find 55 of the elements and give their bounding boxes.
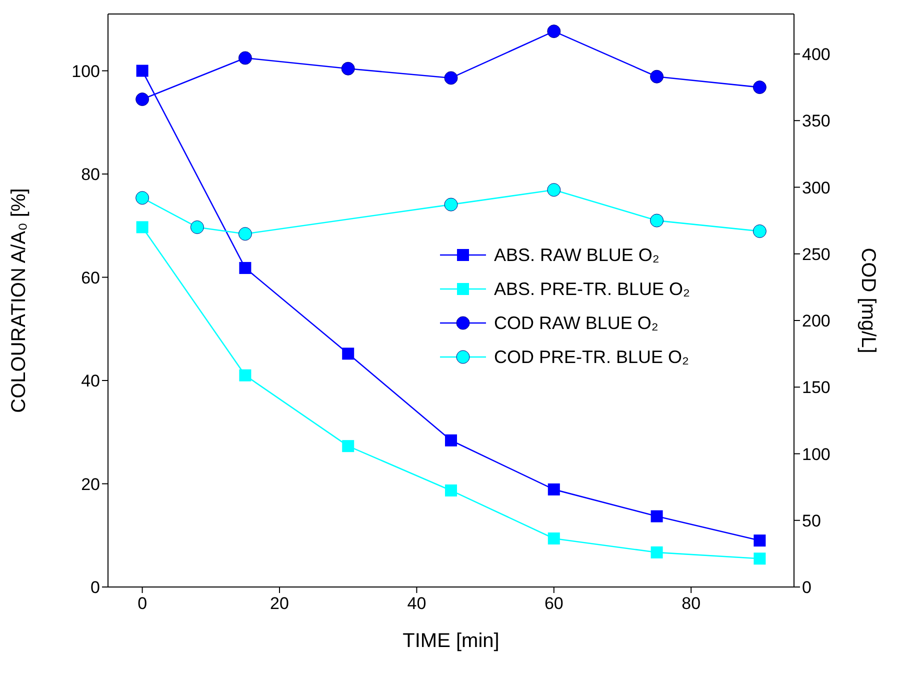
point bbox=[136, 64, 148, 77]
y2-tick-label: 300 bbox=[802, 178, 830, 198]
y2-tick-label: 100 bbox=[802, 444, 830, 464]
point bbox=[650, 546, 663, 558]
point bbox=[239, 369, 252, 382]
point bbox=[444, 198, 458, 212]
point bbox=[547, 24, 561, 38]
y2-tick-label: 150 bbox=[802, 378, 830, 398]
x-tick-label: 0 bbox=[138, 594, 148, 614]
legend-label: COD RAW BLUE O₂ bbox=[494, 312, 658, 335]
point bbox=[445, 434, 457, 446]
point bbox=[136, 221, 148, 234]
point bbox=[548, 532, 560, 544]
y-tick-label: 0 bbox=[90, 578, 100, 598]
x-tick-label: 40 bbox=[407, 594, 426, 614]
point bbox=[342, 348, 354, 360]
x-axis-title: TIME [min] bbox=[402, 630, 500, 652]
y2-tick-label: 400 bbox=[802, 45, 830, 64]
point bbox=[445, 484, 457, 496]
y2-tick-label: 350 bbox=[802, 112, 830, 131]
legend-label: COD PRE-TR. BLUE O₂ bbox=[494, 346, 690, 369]
point bbox=[754, 534, 766, 547]
point bbox=[444, 71, 458, 85]
point bbox=[239, 262, 252, 274]
point bbox=[136, 191, 150, 205]
x-tick-label: 60 bbox=[544, 594, 564, 614]
y-tick-label: 80 bbox=[81, 165, 100, 184]
point bbox=[752, 80, 766, 94]
point bbox=[650, 214, 664, 228]
point bbox=[650, 510, 663, 522]
point bbox=[238, 227, 252, 241]
point bbox=[136, 92, 150, 106]
point bbox=[650, 70, 664, 84]
y-tick-label: 40 bbox=[81, 372, 100, 391]
y-axis-title: COLOURATION A/A₀ [%] bbox=[8, 188, 30, 413]
point bbox=[238, 51, 252, 65]
y-tick-label: 60 bbox=[81, 268, 100, 288]
y2-tick-label: 250 bbox=[802, 244, 830, 264]
legend-label: ABS. PRE-TR. BLUE O₂ bbox=[494, 278, 690, 301]
point bbox=[547, 183, 561, 197]
point bbox=[341, 62, 355, 76]
y2-tick-label: 0 bbox=[802, 578, 812, 598]
x-tick-label: 20 bbox=[270, 594, 289, 614]
point bbox=[190, 220, 204, 234]
x-tick-label: 80 bbox=[682, 594, 701, 614]
point bbox=[752, 224, 766, 238]
y2-tick-label: 200 bbox=[802, 312, 830, 331]
point bbox=[342, 440, 354, 452]
point bbox=[754, 552, 766, 565]
point bbox=[548, 483, 560, 496]
y-tick-label: 20 bbox=[81, 474, 100, 494]
y-tick-label: 100 bbox=[72, 62, 100, 81]
y2-tick-label: 50 bbox=[802, 511, 821, 530]
y2-axis-title: COD [mg/L] bbox=[856, 248, 879, 354]
legend-label: ABS. RAW BLUE O₂ bbox=[494, 244, 660, 267]
